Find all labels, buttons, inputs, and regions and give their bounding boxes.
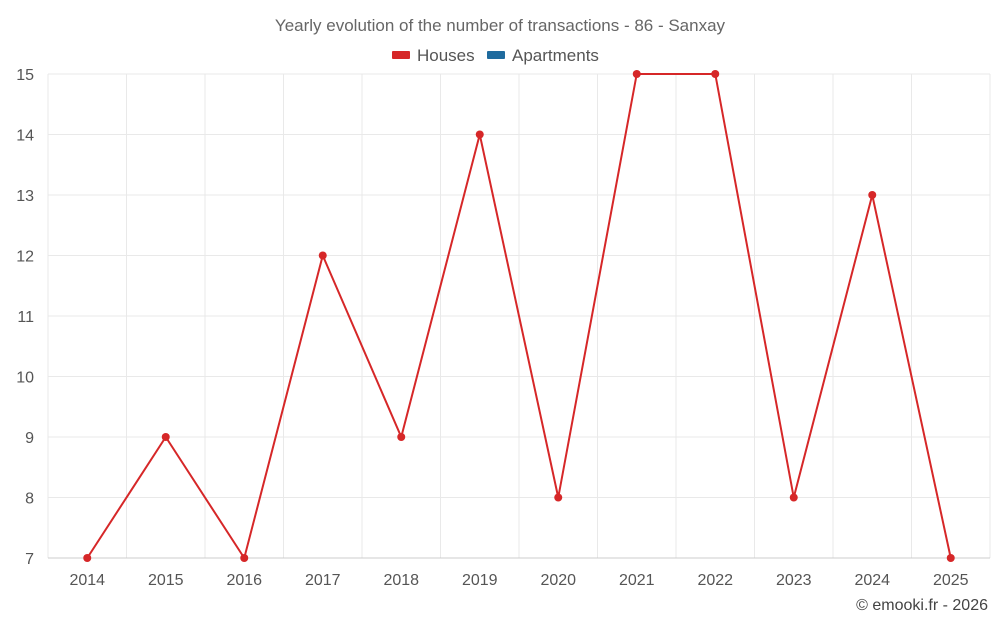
x-tick-label: 2015 bbox=[148, 572, 184, 589]
y-tick-label: 15 bbox=[16, 67, 34, 84]
y-tick-label: 14 bbox=[16, 128, 34, 145]
data-point[interactable] bbox=[83, 554, 92, 562]
axes: 7 8 9 10 11 12 13 14 15 2014 2015 2016 2017 2018 2019 2… bbox=[16, 67, 990, 589]
grid bbox=[47, 73, 991, 559]
x-tick-label: 2018 bbox=[383, 572, 419, 589]
data-point[interactable] bbox=[475, 130, 484, 139]
y-tick-label: 7 bbox=[25, 551, 34, 568]
x-tick-label: 2022 bbox=[697, 572, 733, 589]
data-point[interactable] bbox=[161, 433, 170, 441]
data-point[interactable] bbox=[632, 70, 641, 78]
series-line-houses bbox=[86, 73, 952, 559]
y-tick-label: 12 bbox=[16, 249, 34, 266]
legend-swatch-houses bbox=[392, 51, 410, 59]
data-point[interactable] bbox=[554, 493, 563, 502]
legend-label-apartments: Apartments bbox=[512, 46, 599, 65]
x-tick-label: 2023 bbox=[776, 572, 812, 589]
x-tick-label: 2016 bbox=[226, 572, 262, 589]
data-point[interactable] bbox=[397, 433, 406, 441]
legend-item-houses[interactable]: Houses bbox=[392, 46, 475, 65]
data-point[interactable] bbox=[946, 554, 955, 562]
legend-swatch-apartments bbox=[487, 51, 505, 59]
y-tick-label: 11 bbox=[17, 309, 34, 326]
y-tick-label: 9 bbox=[25, 430, 34, 447]
legend-label-houses: Houses bbox=[417, 46, 475, 65]
x-tick-label: 2020 bbox=[540, 572, 576, 589]
chart-title: Yearly evolution of the number of transa… bbox=[275, 16, 726, 35]
credit-text: © emooki.fr - 2026 bbox=[856, 597, 988, 614]
x-tick-label: 2017 bbox=[305, 572, 341, 589]
legend: Houses Apartments bbox=[392, 46, 599, 65]
x-tick-label: 2024 bbox=[854, 572, 890, 589]
y-tick-label: 10 bbox=[16, 370, 34, 387]
y-tick-label: 8 bbox=[25, 491, 34, 508]
data-point[interactable] bbox=[240, 554, 249, 562]
data-point[interactable] bbox=[711, 70, 720, 78]
x-tick-label: 2025 bbox=[933, 572, 969, 589]
data-point[interactable] bbox=[789, 493, 798, 502]
legend-item-apartments[interactable]: Apartments bbox=[487, 46, 599, 65]
data-point[interactable] bbox=[868, 191, 877, 199]
x-tick-label: 2014 bbox=[69, 572, 105, 589]
x-tick-label: 2019 bbox=[462, 572, 498, 589]
x-tick-label: 2021 bbox=[619, 572, 655, 589]
series-houses bbox=[83, 70, 955, 562]
data-point[interactable] bbox=[318, 251, 327, 260]
y-tick-label: 13 bbox=[16, 188, 34, 205]
